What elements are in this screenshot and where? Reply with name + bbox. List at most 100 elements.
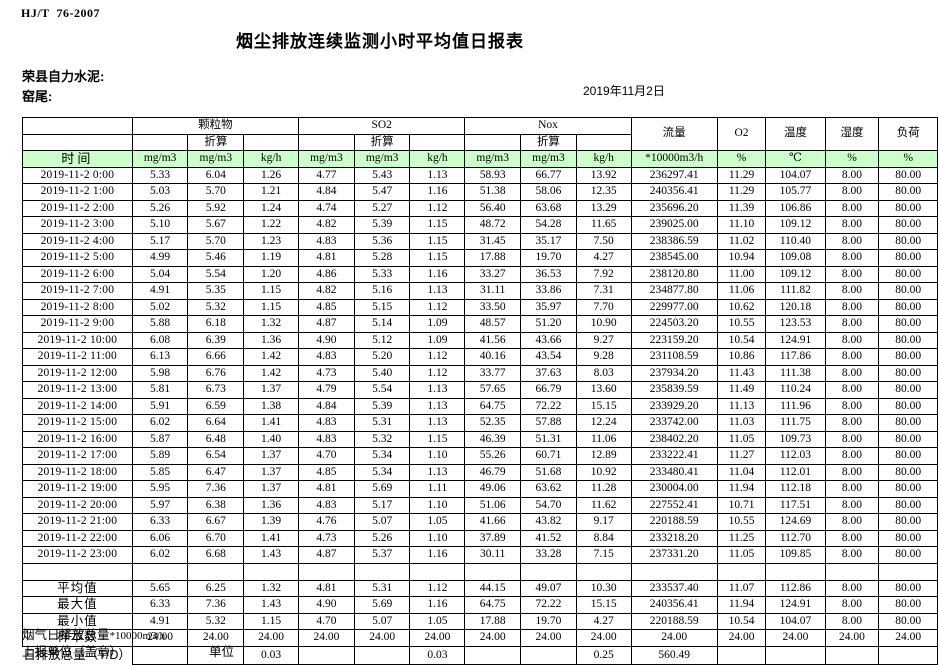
- cell-hum: 8.00: [824, 166, 880, 184]
- cell-n_mgm3: 48.57: [464, 315, 522, 333]
- cell-n_mgm3: 51.06: [464, 496, 522, 514]
- cell-p_mgm3: 6.02: [131, 546, 189, 564]
- cell-n_kgh: 12.89: [575, 447, 632, 465]
- daily-total-row: 日排放总量（T/D） 0.03 0.03 0.25 560.49: [23, 645, 938, 665]
- cell-temp: 109.85: [765, 546, 826, 564]
- cell-p_mgm3: 5.97: [131, 496, 189, 514]
- cell-s_conv: 5.39: [353, 397, 411, 415]
- cell-n_conv: 35.17: [520, 232, 577, 250]
- spacer-cell: [464, 562, 522, 581]
- cell-o2: 10.55: [716, 513, 767, 531]
- cell-s_conv: 5.47: [353, 183, 411, 201]
- cell-hum: 8.00: [824, 529, 880, 547]
- cell-s_mgm3: 4.77: [298, 166, 355, 184]
- reporting-unit-label: 上报单位（盖章）: [22, 645, 123, 659]
- cell-hum: 8.00: [824, 513, 880, 531]
- cell-p_kgh: 1.42: [243, 364, 300, 382]
- summary-cell-load: 80.00: [878, 612, 938, 630]
- cell-s_mgm3: 4.81: [298, 480, 355, 498]
- cell-p_kgh: 1.41: [243, 529, 300, 547]
- cell-time: 2019-11-2 6:00: [22, 265, 133, 283]
- summary-cell-s_kgh: 1.12: [409, 579, 466, 597]
- cell-hum: 8.00: [824, 298, 880, 316]
- cell-s_kgh: 1.15: [409, 249, 466, 267]
- cell-s_conv: 5.69: [353, 480, 411, 498]
- cell-time: 2019-11-2 4:00: [22, 232, 133, 250]
- summary-cell-n_conv: 24.00: [520, 629, 577, 647]
- unit-o2: %: [716, 150, 767, 168]
- summary-cell-s_conv: 24.00: [353, 629, 411, 647]
- cell-time: 2019-11-2 3:00: [22, 216, 133, 234]
- cell-n_kgh: 13.92: [575, 166, 632, 184]
- table-row: 2019-11-2 18:00 5.85 6.47 1.37 4.85 5.34 1.13 4…: [22, 463, 938, 481]
- unit-nox-kgh: kg/h: [575, 150, 632, 168]
- cell-n_kgh: 4.27: [575, 249, 632, 267]
- cell-n_kgh: 12.35: [575, 183, 632, 201]
- cell-p_kgh: 1.36: [243, 331, 300, 349]
- cell-n_conv: 43.66: [520, 331, 577, 349]
- cell-p_kgh: 1.41: [243, 414, 300, 432]
- header-blank-s3: [409, 133, 466, 151]
- cell-temp: 111.96: [765, 397, 826, 415]
- cell-p_mgm3: 6.06: [131, 529, 189, 547]
- cell-p_kgh: 1.22: [243, 216, 300, 234]
- cell-p_mgm3: 5.87: [131, 430, 189, 448]
- unit-load: %: [878, 150, 938, 168]
- cell-p_conv: 6.38: [187, 496, 245, 514]
- cell-p_conv: 6.70: [187, 529, 245, 547]
- cell-s_kgh: 1.13: [409, 414, 466, 432]
- cell-s_mgm3: 4.85: [298, 298, 355, 316]
- cell-load: 80.00: [878, 166, 938, 184]
- header-row-converted: 折算 折算 折算: [22, 133, 938, 151]
- table-row: 2019-11-2 11:00 6.13 6.66 1.42 4.83 5.20 1.12 4…: [22, 348, 938, 366]
- cell-p_kgh: 1.37: [243, 480, 300, 498]
- summary-cell-hum: 8.00: [824, 579, 880, 597]
- cell-s_conv: 5.12: [353, 331, 411, 349]
- cell-flow: 238120.80: [630, 265, 718, 283]
- cell-temp: 112.03: [765, 447, 826, 465]
- cell-o2: 11.06: [716, 282, 767, 300]
- cell-flow: 238386.59: [630, 232, 718, 250]
- cell-n_kgh: 11.28: [575, 480, 632, 498]
- cell-p_mgm3: 5.33: [131, 166, 189, 184]
- cell-p_mgm3: 6.08: [131, 331, 189, 349]
- cell-time: 2019-11-2 18:00: [22, 463, 133, 481]
- table-row: 2019-11-2 16:00 5.87 6.48 1.40 4.83 5.32 1.15 4…: [22, 430, 938, 448]
- summary-cell-n_mgm3: 64.75: [464, 596, 522, 614]
- cell-n_conv: 33.86: [520, 282, 577, 300]
- cell-s_conv: 5.14: [353, 315, 411, 333]
- cell-p_conv: 5.32: [187, 298, 245, 316]
- cell-p_kgh: 1.38: [243, 397, 300, 415]
- cell-n_mgm3: 33.27: [464, 265, 522, 283]
- cell-n_mgm3: 33.77: [464, 364, 522, 382]
- header-temperature: 温度: [765, 117, 826, 151]
- summary-cell-s_conv: 5.69: [353, 596, 411, 614]
- cell-temp: 111.82: [765, 282, 826, 300]
- cell-s_conv: 5.39: [353, 216, 411, 234]
- table-row: 2019-11-2 12:00 5.98 6.76 1.42 4.73 5.40 1.12 3…: [22, 364, 938, 382]
- header-blank-p1: [131, 133, 189, 151]
- cell-n_conv: 19.70: [520, 249, 577, 267]
- cell-n_mgm3: 48.72: [464, 216, 522, 234]
- daily-total-s_kgh: 0.03: [409, 645, 466, 665]
- summary-cell-flow: 233537.40: [630, 579, 718, 597]
- cell-s_kgh: 1.15: [409, 232, 466, 250]
- cell-n_kgh: 7.50: [575, 232, 632, 250]
- unit-humidity: %: [824, 150, 880, 168]
- cell-time: 2019-11-2 21:00: [22, 513, 133, 531]
- cell-n_conv: 54.28: [520, 216, 577, 234]
- cell-n_mgm3: 31.45: [464, 232, 522, 250]
- cell-s_conv: 5.27: [353, 199, 411, 217]
- cell-n_kgh: 9.28: [575, 348, 632, 366]
- cell-p_mgm3: 5.81: [131, 381, 189, 399]
- cell-load: 80.00: [878, 298, 938, 316]
- cell-p_conv: 5.54: [187, 265, 245, 283]
- cell-p_mgm3: 5.91: [131, 397, 189, 415]
- cell-s_kgh: 1.12: [409, 364, 466, 382]
- header-flow: 流量: [630, 117, 718, 151]
- cell-o2: 10.54: [716, 331, 767, 349]
- cell-p_conv: 7.36: [187, 480, 245, 498]
- summary-cell-temp: 112.86: [765, 579, 826, 597]
- summary-cell-hum: 8.00: [824, 612, 880, 630]
- cell-n_kgh: 7.92: [575, 265, 632, 283]
